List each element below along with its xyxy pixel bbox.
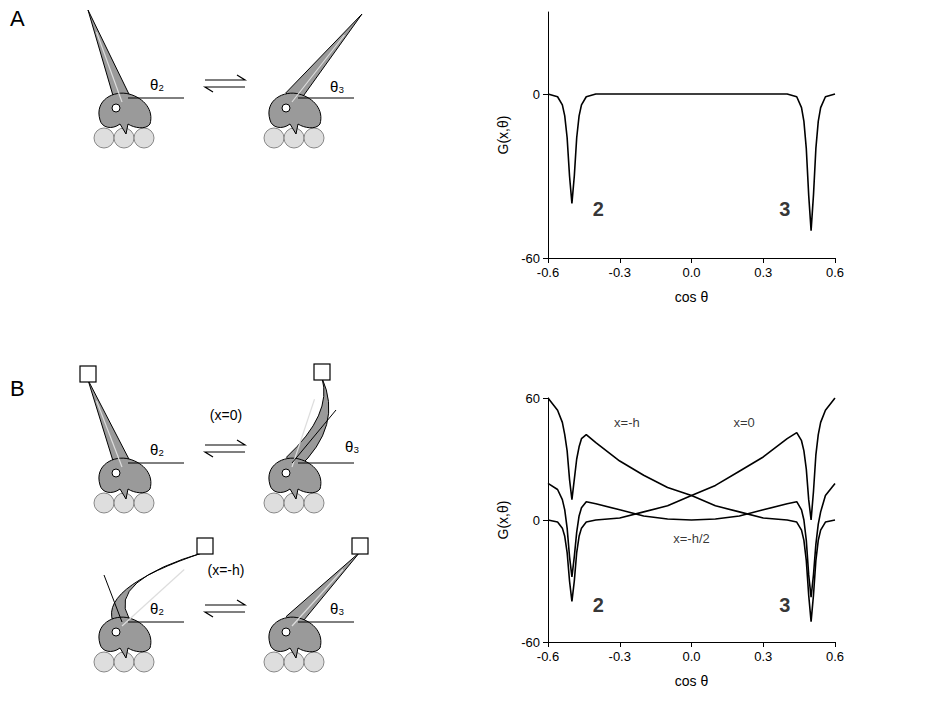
svg-text:x=-h: x=-h — [614, 415, 640, 430]
svg-text:B: B — [10, 376, 25, 401]
svg-text:2: 2 — [593, 198, 604, 220]
svg-text:-60: -60 — [521, 251, 540, 266]
svg-text:cos θ: cos θ — [675, 289, 709, 305]
svg-text:0.0: 0.0 — [682, 265, 700, 280]
svg-text:0: 0 — [533, 513, 540, 528]
svg-text:-0.6: -0.6 — [537, 265, 559, 280]
svg-text:θ₃: θ₃ — [345, 438, 359, 455]
svg-text:0.6: 0.6 — [826, 649, 844, 664]
svg-text:3: 3 — [779, 594, 790, 616]
svg-text:(x=0): (x=0) — [210, 407, 242, 423]
svg-text:0.0: 0.0 — [682, 649, 700, 664]
svg-text:x=0: x=0 — [733, 415, 754, 430]
svg-text:θ₃: θ₃ — [330, 78, 344, 95]
svg-text:3: 3 — [779, 198, 790, 220]
svg-text:x=-h/2: x=-h/2 — [673, 531, 710, 546]
svg-text:(x=-h): (x=-h) — [208, 562, 245, 578]
svg-text:G(x,θ): G(x,θ) — [495, 501, 511, 540]
svg-text:-0.3: -0.3 — [609, 265, 631, 280]
svg-text:G(x,θ): G(x,θ) — [495, 116, 511, 155]
svg-text:A: A — [10, 6, 25, 31]
svg-text:θ₂: θ₂ — [150, 441, 164, 458]
svg-text:θ₃: θ₃ — [330, 600, 344, 617]
svg-text:0.6: 0.6 — [826, 265, 844, 280]
svg-text:cos θ: cos θ — [675, 673, 709, 689]
svg-text:θ₂: θ₂ — [150, 600, 164, 617]
svg-text:θ₂: θ₂ — [150, 76, 164, 93]
svg-text:0: 0 — [533, 87, 540, 102]
svg-text:-0.6: -0.6 — [537, 649, 559, 664]
svg-text:-60: -60 — [521, 635, 540, 650]
svg-text:2: 2 — [593, 594, 604, 616]
svg-text:-0.3: -0.3 — [609, 649, 631, 664]
svg-text:60: 60 — [526, 391, 540, 406]
svg-text:0.3: 0.3 — [754, 265, 772, 280]
svg-text:0.3: 0.3 — [754, 649, 772, 664]
